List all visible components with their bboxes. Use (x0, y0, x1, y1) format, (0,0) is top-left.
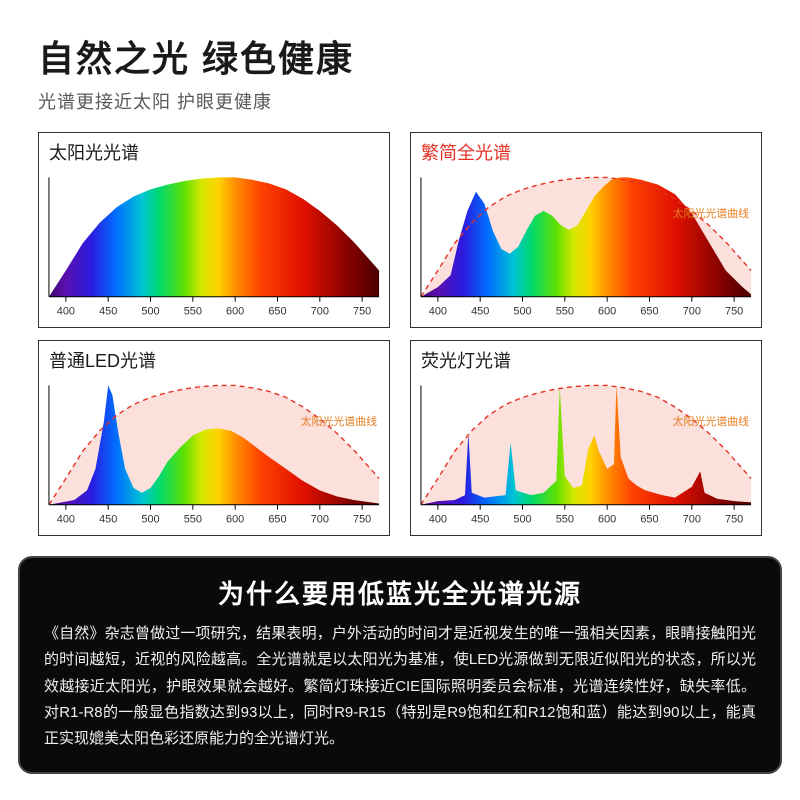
axis-tick: 550 (556, 514, 574, 526)
spectrum-panel: 繁简全光谱 太阳光光谱曲线 400 450 500 550 600 650 700 750 (410, 132, 762, 328)
axis-tick: 750 (725, 306, 743, 318)
axis-tick: 700 (683, 514, 701, 526)
axis-tick: 400 (57, 306, 75, 318)
axis-tick: 400 (429, 514, 447, 526)
spectrum-chart: 太阳光光谱曲线 400 450 500 550 600 650 700 750 (39, 377, 389, 535)
axis-tick: 650 (640, 306, 658, 318)
reference-label: 太阳光光谱曲线 (673, 206, 750, 220)
axis-tick: 600 (598, 306, 616, 318)
spectrum-panel: 普通LED光谱 太阳光光谱曲线 400 450 500 550 600 650 700 750 (38, 340, 390, 536)
spectrum-chart: 太阳光光谱曲线 400 450 500 550 600 650 700 750 (411, 169, 761, 327)
axis-tick: 650 (640, 514, 658, 526)
reference-label: 太阳光光谱曲线 (301, 414, 378, 428)
axis-tick: 700 (311, 514, 329, 526)
spectrum-panel: 太阳光光谱 400 450 500 550 600 650 700 750 (38, 132, 390, 328)
axis-tick: 500 (513, 306, 531, 318)
axis-tick: 450 (99, 514, 117, 526)
axis-tick: 600 (226, 514, 244, 526)
reference-label: 太阳光光谱曲线 (673, 414, 750, 428)
axis-tick: 450 (99, 306, 117, 318)
axis-tick: 500 (141, 306, 159, 318)
axis-tick: 600 (598, 514, 616, 526)
axis-tick: 500 (141, 514, 159, 526)
axis-tick: 750 (353, 514, 371, 526)
spectrum-area (49, 177, 379, 296)
explain-box: 为什么要用低蓝光全光谱光源 《自然》杂志曾做过一项研究，结果表明，户外活动的时间… (18, 556, 782, 774)
axis-tick: 400 (57, 514, 75, 526)
axis-tick: 450 (471, 306, 489, 318)
axis-tick: 700 (683, 306, 701, 318)
spectrum-chart: 400 450 500 550 600 650 700 750 (39, 169, 389, 327)
axis-tick: 550 (184, 514, 202, 526)
spectrum-chart: 太阳光光谱曲线 400 450 500 550 600 650 700 750 (411, 377, 761, 535)
panel-title: 繁简全光谱 (411, 133, 761, 169)
axis-tick: 550 (556, 306, 574, 318)
subtitle: 光谱更接近太阳 护眼更健康 (38, 88, 762, 114)
panel-title: 荧光灯光谱 (411, 341, 761, 377)
axis-tick: 400 (429, 306, 447, 318)
spectrum-panel: 荧光灯光谱 太阳光光谱曲线 400 450 500 550 600 650 700 750 (410, 340, 762, 536)
axis-tick: 750 (353, 306, 371, 318)
axis-tick: 700 (311, 306, 329, 318)
axis-tick: 750 (725, 514, 743, 526)
chart-grid: 太阳光光谱 400 450 500 550 600 650 700 750 繁简全光谱 太阳光… (38, 132, 762, 536)
axis-tick: 550 (184, 306, 202, 318)
explain-text: 《自然》杂志曾做过一项研究，结果表明，户外活动的时间才是近视发生的唯一强相关因素… (44, 621, 756, 752)
panel-title: 太阳光光谱 (39, 133, 389, 169)
panel-title: 普通LED光谱 (39, 341, 389, 377)
axis-tick: 600 (226, 306, 244, 318)
main-title: 自然之光 绿色健康 (38, 30, 762, 82)
axis-tick: 650 (268, 306, 286, 318)
axis-tick: 450 (471, 514, 489, 526)
axis-tick: 500 (513, 514, 531, 526)
axis-tick: 650 (268, 514, 286, 526)
explain-title: 为什么要用低蓝光全光谱光源 (44, 574, 756, 611)
